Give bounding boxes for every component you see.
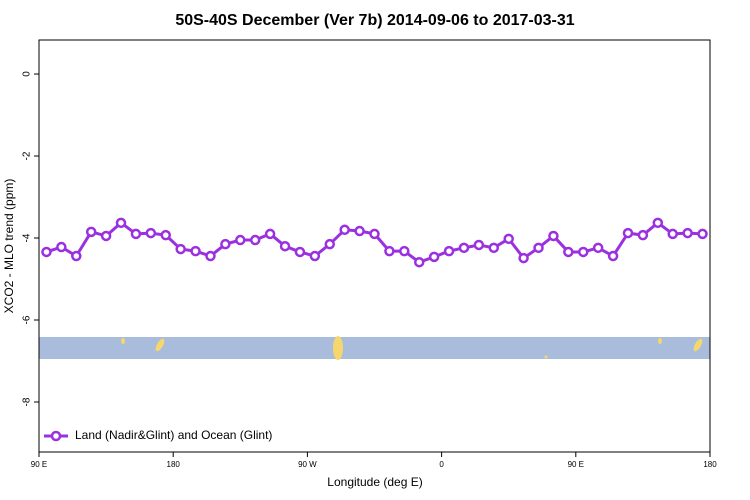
data-point	[130, 228, 142, 240]
y-tick-label: -6	[22, 315, 33, 324]
x-tick-label: 180	[703, 460, 717, 469]
data-point	[458, 242, 470, 254]
land-patch	[121, 338, 125, 344]
plot-frame	[38, 39, 711, 453]
data-point	[399, 245, 410, 257]
data-point	[85, 226, 97, 238]
land-patch	[544, 355, 548, 359]
data-point	[563, 246, 574, 258]
land-ocean-strip	[39, 336, 710, 360]
legend-marker	[50, 430, 62, 442]
y-axis-label: XCO2 - MLO trend (ppm)	[2, 179, 16, 314]
data-point	[428, 251, 440, 263]
data-point	[235, 234, 246, 246]
data-point	[637, 229, 649, 241]
x-tick-label: 90 E	[568, 460, 584, 469]
y-tick-label: 0	[22, 71, 33, 77]
data-point	[220, 238, 231, 250]
land-patch	[658, 338, 662, 344]
data-point	[279, 240, 291, 252]
y-tick-label: -4	[22, 233, 33, 242]
data-point	[413, 256, 425, 268]
data-point	[56, 241, 67, 253]
data-point	[607, 250, 619, 262]
data-point	[503, 233, 514, 245]
data-point	[369, 228, 380, 240]
data-point	[697, 228, 708, 240]
land-patch	[155, 338, 165, 352]
data-point	[115, 217, 127, 229]
data-point	[309, 250, 321, 262]
data-point	[548, 230, 559, 242]
data-point	[682, 227, 693, 239]
x-tick-label: 90 W	[298, 460, 317, 469]
data-point	[175, 243, 186, 255]
land-patch	[333, 336, 343, 360]
y-tick-label: -8	[22, 397, 33, 406]
data-point	[354, 225, 365, 237]
data-point	[339, 224, 350, 236]
data-point	[205, 250, 216, 262]
data-point	[518, 252, 529, 264]
data-point	[145, 227, 157, 239]
data-point	[384, 245, 395, 257]
data-point	[622, 227, 634, 239]
data-point	[473, 239, 485, 251]
data-point	[667, 228, 678, 240]
land-patch	[693, 338, 703, 352]
data-point	[324, 238, 336, 250]
chart-title: 50S-40S December (Ver 7b) 2014-09-06 to …	[175, 12, 574, 29]
data-point	[160, 229, 171, 241]
data-point	[592, 242, 604, 254]
data-point	[652, 217, 664, 229]
x-tick-label: 90 E	[31, 460, 47, 469]
x-tick-label: 0	[439, 460, 444, 469]
y-tick-label: -2	[22, 151, 33, 160]
data-point	[443, 245, 455, 257]
data-point	[71, 250, 82, 262]
ocean-band	[39, 337, 710, 359]
data-point	[533, 242, 544, 254]
x-axis-label: Longitude (deg E)	[327, 475, 422, 489]
data-point	[190, 245, 201, 257]
data-point	[264, 228, 276, 240]
data-point	[100, 230, 112, 242]
x-tick-label: 180	[167, 460, 181, 469]
data-point	[41, 246, 52, 258]
data-point	[578, 246, 589, 258]
data-point	[249, 234, 261, 246]
legend-label: Land (Nadir&Glint) and Ocean (Glint)	[75, 428, 272, 442]
data-point	[488, 242, 500, 254]
data-point	[294, 246, 306, 258]
